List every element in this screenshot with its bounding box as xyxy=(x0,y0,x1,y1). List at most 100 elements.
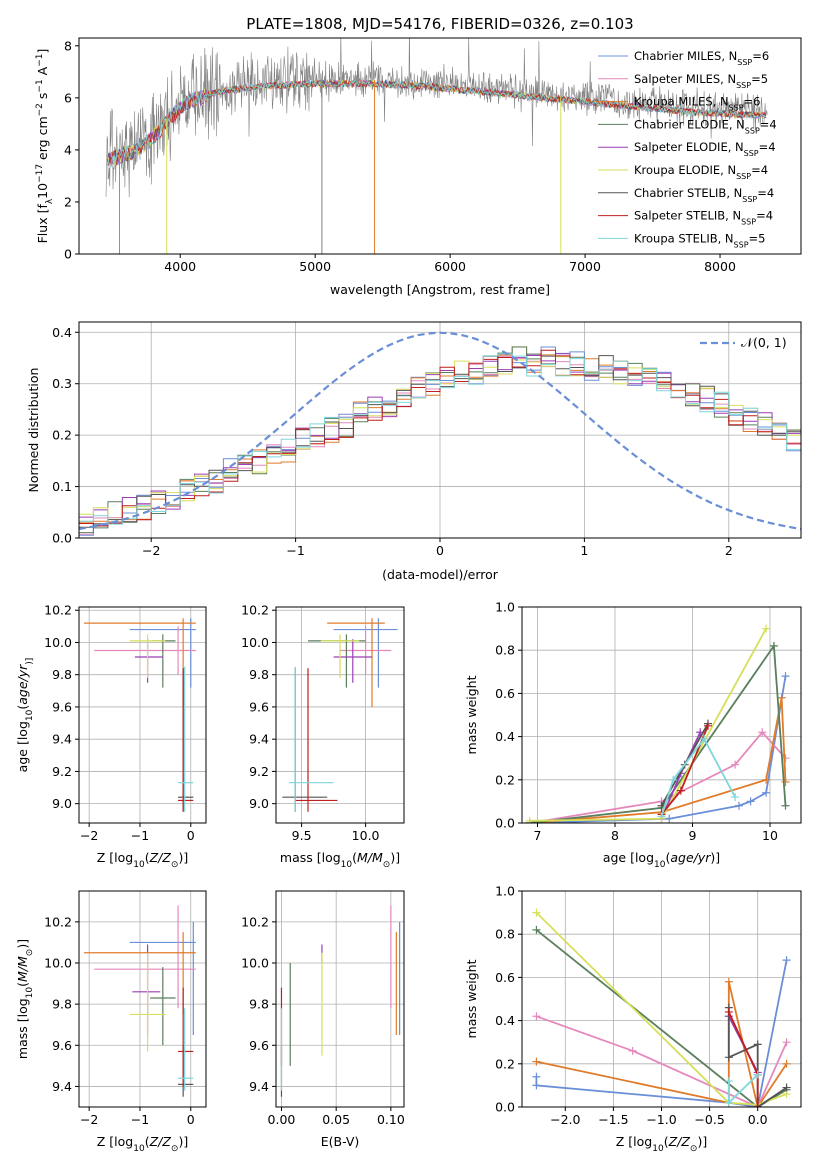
weight-vs-age-x-label: age [log10(age/yr)] xyxy=(603,850,720,870)
label-part: mass [log xyxy=(15,998,30,1059)
residuals-y-label: Normed distribution xyxy=(26,368,41,493)
y-tick-label: 9.6 xyxy=(52,1038,72,1053)
mass-vs-z-x-label: Z [log10(Z/Z⊙)] xyxy=(97,1134,188,1154)
x-tick-label: −2.0 xyxy=(550,1112,580,1127)
weight-series xyxy=(657,734,740,821)
weight-marker xyxy=(628,1046,637,1055)
weight-series xyxy=(657,721,712,819)
legend-label: Kroupa MILES, NSSP=6 xyxy=(634,95,760,113)
label-part: ⊙ xyxy=(383,860,391,870)
legend-label: 𝒩(0, 1) xyxy=(741,335,787,350)
x-tick-label: 7000 xyxy=(569,259,601,274)
errorbar-point xyxy=(129,952,166,1052)
x-tick-label: −0.5 xyxy=(694,1112,724,1127)
x-tick-label: 10 xyxy=(762,828,778,843)
y-tick-label: 10.0 xyxy=(241,635,269,650)
errorbar-point xyxy=(178,668,194,812)
label-part: 10 xyxy=(25,709,35,721)
errorbar-point xyxy=(129,921,196,1035)
x-tick-label: −2 xyxy=(142,543,160,558)
mass-vs-ebv-plot-area xyxy=(280,905,401,1097)
weight-marker xyxy=(532,1072,541,1081)
errorbar-point xyxy=(327,618,385,707)
age-vs-mass-frame: 9.5 10.0 9.0 9.2 9.4 9.6 9.8 10.0 10.2 xyxy=(241,603,405,843)
age-vs-z-frame: −2 −1 0 9.0 9.2 9.4 9.6 9.8 10.0 10.2 xyxy=(44,603,207,843)
x-tick-label: −1 xyxy=(286,543,304,558)
spectrum-title: PLATE=1808, MJD=54176, FIBERID=0326, z=0… xyxy=(246,15,633,33)
observed-spectrum xyxy=(105,38,768,198)
errorbar-point xyxy=(178,1008,194,1091)
y-tick-label: 10.0 xyxy=(44,956,72,971)
y-tick-label: 0.8 xyxy=(495,643,515,658)
y-tick-label: 6 xyxy=(64,90,72,105)
label-part: )] xyxy=(710,850,720,865)
label-part: s xyxy=(35,93,50,104)
weight-marker xyxy=(532,925,541,934)
spectrum-x-label: wavelength [Angstrom, rest frame] xyxy=(330,282,550,297)
residual-histogram xyxy=(79,346,801,536)
weight-marker xyxy=(781,672,790,681)
weight-marker xyxy=(762,624,771,633)
y-tick-label: 0 xyxy=(64,247,72,262)
label-part: ⊙ xyxy=(25,949,35,957)
residuals-legend: 𝒩(0, 1) xyxy=(700,335,787,350)
residuals-x-label: (data-model)/error xyxy=(382,567,499,582)
weight-marker xyxy=(777,693,786,702)
x-tick-label: 0.0 xyxy=(748,1112,768,1127)
weight-marker xyxy=(762,788,771,797)
errorbar-point xyxy=(333,639,372,683)
label-part: erg cm xyxy=(35,116,50,164)
y-tick-label: 1.0 xyxy=(495,884,515,899)
label-part: 10 xyxy=(35,183,50,199)
legend-label: Salpeter ELODIE, NSSP=4 xyxy=(634,140,776,158)
errorbar-point xyxy=(178,987,194,1087)
weight-line xyxy=(660,737,736,817)
label-part: ⊙ xyxy=(171,1144,179,1154)
weight-line xyxy=(529,730,787,823)
weight-line xyxy=(536,1015,788,1107)
mass-vs-ebv-x-label: E(B-V) xyxy=(321,1134,360,1149)
legend-label: Chabrier MILES, NSSP=6 xyxy=(634,49,769,67)
age-vs-z-plot-area xyxy=(84,618,196,812)
y-tick-label: 0.6 xyxy=(495,686,515,701)
y-tick-label: 9.4 xyxy=(52,732,72,747)
spectrum-frame: 4000 5000 6000 7000 8000 0 2 4 6 8 xyxy=(64,37,802,274)
label-part: age [log xyxy=(603,850,654,865)
x-tick-label: 9 xyxy=(689,828,697,843)
weight-line xyxy=(535,911,787,1106)
weight-marker xyxy=(735,801,743,810)
label-part: 10 xyxy=(133,860,145,870)
weight-marker xyxy=(724,1053,733,1062)
y-tick-label: 0.6 xyxy=(495,970,515,985)
weight-marker xyxy=(700,734,709,743)
y-tick-label: 9.8 xyxy=(52,667,72,682)
weight-marker xyxy=(676,786,685,795)
weight-series xyxy=(525,693,790,823)
y-tick-label: 0.4 xyxy=(495,729,515,744)
axes-frame xyxy=(275,890,405,1108)
label-part: −1 xyxy=(35,54,45,67)
weight-marker xyxy=(724,977,733,986)
mass-vs-ebv-frame: 0.00 0.05 0.10 9.4 9.6 9.8 10.0 10.2 xyxy=(241,890,405,1127)
label-part: age/yr xyxy=(15,664,30,705)
weight-marker xyxy=(724,1077,733,1086)
weight-marker xyxy=(782,1038,791,1047)
y-tick-label: 0.3 xyxy=(52,376,72,391)
weight-line xyxy=(529,643,787,823)
x-tick-label: 0.05 xyxy=(322,1112,350,1127)
axes-frame xyxy=(78,890,207,1108)
x-tick-label: 8 xyxy=(611,828,619,843)
x-tick-label: 0.00 xyxy=(268,1112,296,1127)
y-tick-label: 1.0 xyxy=(495,600,515,615)
label-part: λ xyxy=(45,198,55,204)
legend-label: Kroupa ELODIE, NSSP=4 xyxy=(634,163,768,181)
weight-marker xyxy=(532,1012,541,1021)
label-part: )] xyxy=(15,939,30,949)
x-tick-label: 7 xyxy=(534,828,542,843)
label-part: M/M xyxy=(15,956,30,982)
weight-vs-age-plot-area xyxy=(525,624,790,823)
label-part: ⊙ xyxy=(171,860,179,870)
y-tick-label: 9.4 xyxy=(249,732,269,747)
x-tick-label: 5000 xyxy=(299,259,331,274)
weight-line xyxy=(529,697,787,823)
